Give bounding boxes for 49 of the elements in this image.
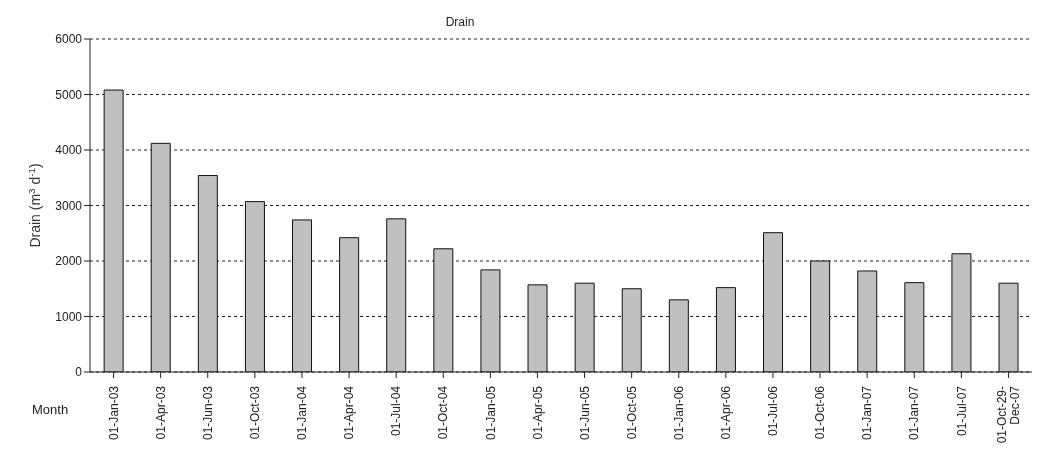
bar xyxy=(810,260,831,372)
x-axis-title: Month xyxy=(32,402,69,417)
chart-title: Drain xyxy=(445,15,475,29)
bar xyxy=(339,237,360,372)
bar xyxy=(904,282,925,372)
x-tick-label: 01-Jan-03 xyxy=(106,385,121,441)
x-tick-label: 01-Jan-04 xyxy=(295,385,310,441)
y-tick-label: 5000 xyxy=(55,87,83,102)
x-tick-label: 01-Jan-05 xyxy=(483,385,498,441)
bar xyxy=(951,253,972,372)
y-tick-label: 1000 xyxy=(55,309,83,324)
x-tick-label: 01-Jul-06 xyxy=(766,385,781,437)
bar xyxy=(621,288,642,372)
y-tick-label: 2000 xyxy=(55,254,83,269)
y-tick-label: 4000 xyxy=(55,143,83,158)
bar xyxy=(480,269,501,372)
bar xyxy=(998,282,1019,372)
bar xyxy=(150,142,171,372)
y-tick-label: 3000 xyxy=(55,198,83,213)
x-tick-label: 01-Apr-06 xyxy=(719,385,734,440)
x-tick-label: 01-Jul-07 xyxy=(954,385,969,437)
y-tick-label: 0 xyxy=(75,365,83,380)
bar xyxy=(292,219,313,372)
x-tick-label: 01-Apr-03 xyxy=(153,385,168,440)
x-tick-label: 01-Apr-05 xyxy=(530,385,545,440)
x-tick-label: 01-Jul-04 xyxy=(389,385,404,437)
bar xyxy=(574,282,595,372)
x-tick-label: 01-Jan-07 xyxy=(907,385,922,441)
bar xyxy=(857,270,878,372)
bar xyxy=(103,89,124,372)
bar xyxy=(433,248,454,372)
x-tick-label: 01-Oct-06 xyxy=(813,385,828,440)
x-tick-label: 01-Apr-04 xyxy=(342,385,357,440)
bar xyxy=(386,218,407,372)
x-tick-label: 01-Oct-29-Dec-07 xyxy=(995,385,1023,444)
x-tick-label: 01-Jan-07 xyxy=(860,385,875,441)
x-tick-label: 01-Jun-03 xyxy=(200,385,215,441)
bar xyxy=(668,299,689,372)
bar xyxy=(527,284,548,372)
x-tick-label: 01-Oct-04 xyxy=(436,385,451,440)
x-tick-label: 01-Jan-06 xyxy=(671,385,686,441)
bar xyxy=(715,287,736,372)
bar xyxy=(244,201,265,372)
x-tick-label: 01-Oct-03 xyxy=(248,385,263,440)
bar xyxy=(197,175,218,372)
x-tick-label: 01-Jun-05 xyxy=(577,385,592,441)
x-tick-label: 01-Oct-05 xyxy=(624,385,639,440)
bar xyxy=(763,232,784,372)
y-tick-label: 6000 xyxy=(55,32,83,47)
